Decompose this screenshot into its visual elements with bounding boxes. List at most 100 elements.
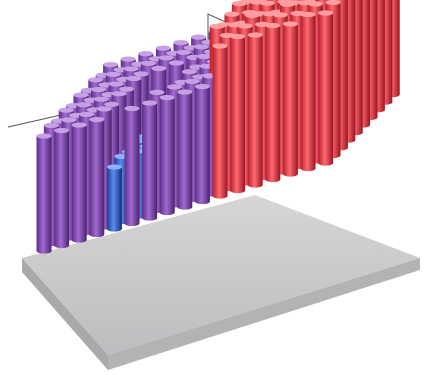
pillar-cap: [149, 89, 165, 95]
pillar-body: [71, 125, 87, 243]
pillar-cap: [176, 49, 192, 55]
pillar-cap: [167, 84, 183, 90]
pillar-cap: [191, 34, 207, 40]
pillar-cap: [212, 43, 228, 49]
pillar-cap: [247, 32, 263, 38]
pillar-cap: [325, 0, 341, 5]
pillar-purple: [124, 105, 140, 227]
pillar-cap: [168, 60, 184, 66]
pillar-purple: [194, 83, 210, 205]
pillar-purple: [71, 122, 87, 243]
pillar-cap: [133, 71, 149, 77]
pillar-red: [212, 43, 228, 199]
pillar-body: [89, 119, 105, 238]
tray-top-face: [22, 195, 420, 355]
pillar-cap: [88, 77, 104, 83]
pillar-body: [159, 97, 175, 216]
pillar-body: [230, 36, 246, 194]
pillar-purple: [142, 100, 158, 221]
pillar-cap: [104, 101, 120, 107]
pillar-cap: [230, 33, 246, 40]
pillar-cap: [307, 1, 323, 7]
pillar-body: [265, 25, 281, 183]
pillar-red: [300, 11, 316, 172]
pillar-cap: [76, 102, 92, 108]
pillar-cap: [118, 86, 134, 92]
pillar-cap: [151, 65, 167, 71]
pillar-cap: [96, 106, 112, 112]
pillar-body: [247, 35, 263, 188]
pillar-purple: [54, 127, 70, 249]
tray-front-face: [22, 258, 108, 370]
pillar-body: [142, 103, 158, 221]
pillar-cap: [120, 56, 136, 62]
pillar-cap: [224, 11, 240, 17]
pillar-cap: [141, 60, 157, 66]
pillar-cap: [54, 127, 70, 134]
pillar-cap: [108, 81, 124, 87]
pillar-cap: [43, 122, 59, 128]
pillar-cap: [138, 51, 154, 57]
pillar-blue: [106, 164, 122, 232]
pillar-purple: [89, 116, 105, 238]
pillar-cap: [300, 11, 316, 18]
pillar-cap: [318, 10, 334, 16]
pillar-cap: [142, 100, 158, 106]
pillar-body: [106, 167, 122, 232]
pillar-cap: [158, 55, 174, 61]
pillar-cap: [280, 1, 296, 7]
pillar-cap: [173, 40, 189, 46]
pillar-cap: [265, 22, 281, 29]
tray-side-face: [108, 258, 420, 370]
pillar-cap: [244, 12, 260, 18]
pillar-cap: [103, 62, 119, 68]
pillar-cap: [123, 66, 139, 72]
pillar-cap: [177, 89, 193, 95]
pillar-cap: [231, 0, 247, 7]
pillar-cap: [71, 122, 87, 128]
pillar-body: [36, 136, 52, 254]
pillar-cap: [91, 86, 107, 93]
pillar-red: [247, 32, 263, 188]
pillar-cap: [184, 78, 200, 84]
pillar-cap: [237, 23, 253, 29]
pillar-body: [177, 92, 193, 210]
pillar-red: [265, 22, 281, 183]
pillar-cap: [124, 105, 140, 112]
pillar-purple: [36, 133, 52, 254]
pillar-red: [282, 21, 298, 177]
pillar-cap: [79, 111, 95, 117]
pillar-cap: [58, 107, 74, 113]
pillar-body: [124, 108, 140, 227]
pillar-grid: [36, 0, 400, 254]
pillar-cap: [36, 133, 52, 139]
pillar-cap: [105, 71, 121, 77]
pillar-cap: [93, 96, 109, 102]
pillar-cap: [159, 94, 175, 101]
pillar-body: [318, 13, 334, 166]
pillar-cap: [73, 92, 89, 98]
pillar-cap: [155, 45, 171, 51]
pillar-cap: [196, 53, 212, 60]
pillar-body: [212, 46, 228, 199]
pillar-cap: [126, 75, 142, 82]
pillar-cap: [209, 23, 225, 29]
pillar-cap: [89, 116, 105, 123]
pillar-cap: [272, 12, 288, 18]
pillar-cap: [259, 0, 275, 6]
pillar-body: [282, 24, 298, 177]
pillar-cap: [106, 164, 122, 170]
pillar-purple: [159, 94, 175, 216]
pillar-cap: [181, 69, 197, 75]
pillar-red: [318, 10, 334, 166]
pillar-body: [300, 14, 316, 172]
pillar-purple: [177, 89, 193, 210]
pillar-cap: [61, 117, 77, 123]
pillar-cap: [194, 83, 210, 90]
pillar-body: [194, 86, 210, 205]
pillar-cap: [111, 91, 127, 97]
pillar-body: [54, 130, 70, 249]
tray: [22, 195, 420, 370]
pillar-cap: [193, 44, 209, 50]
